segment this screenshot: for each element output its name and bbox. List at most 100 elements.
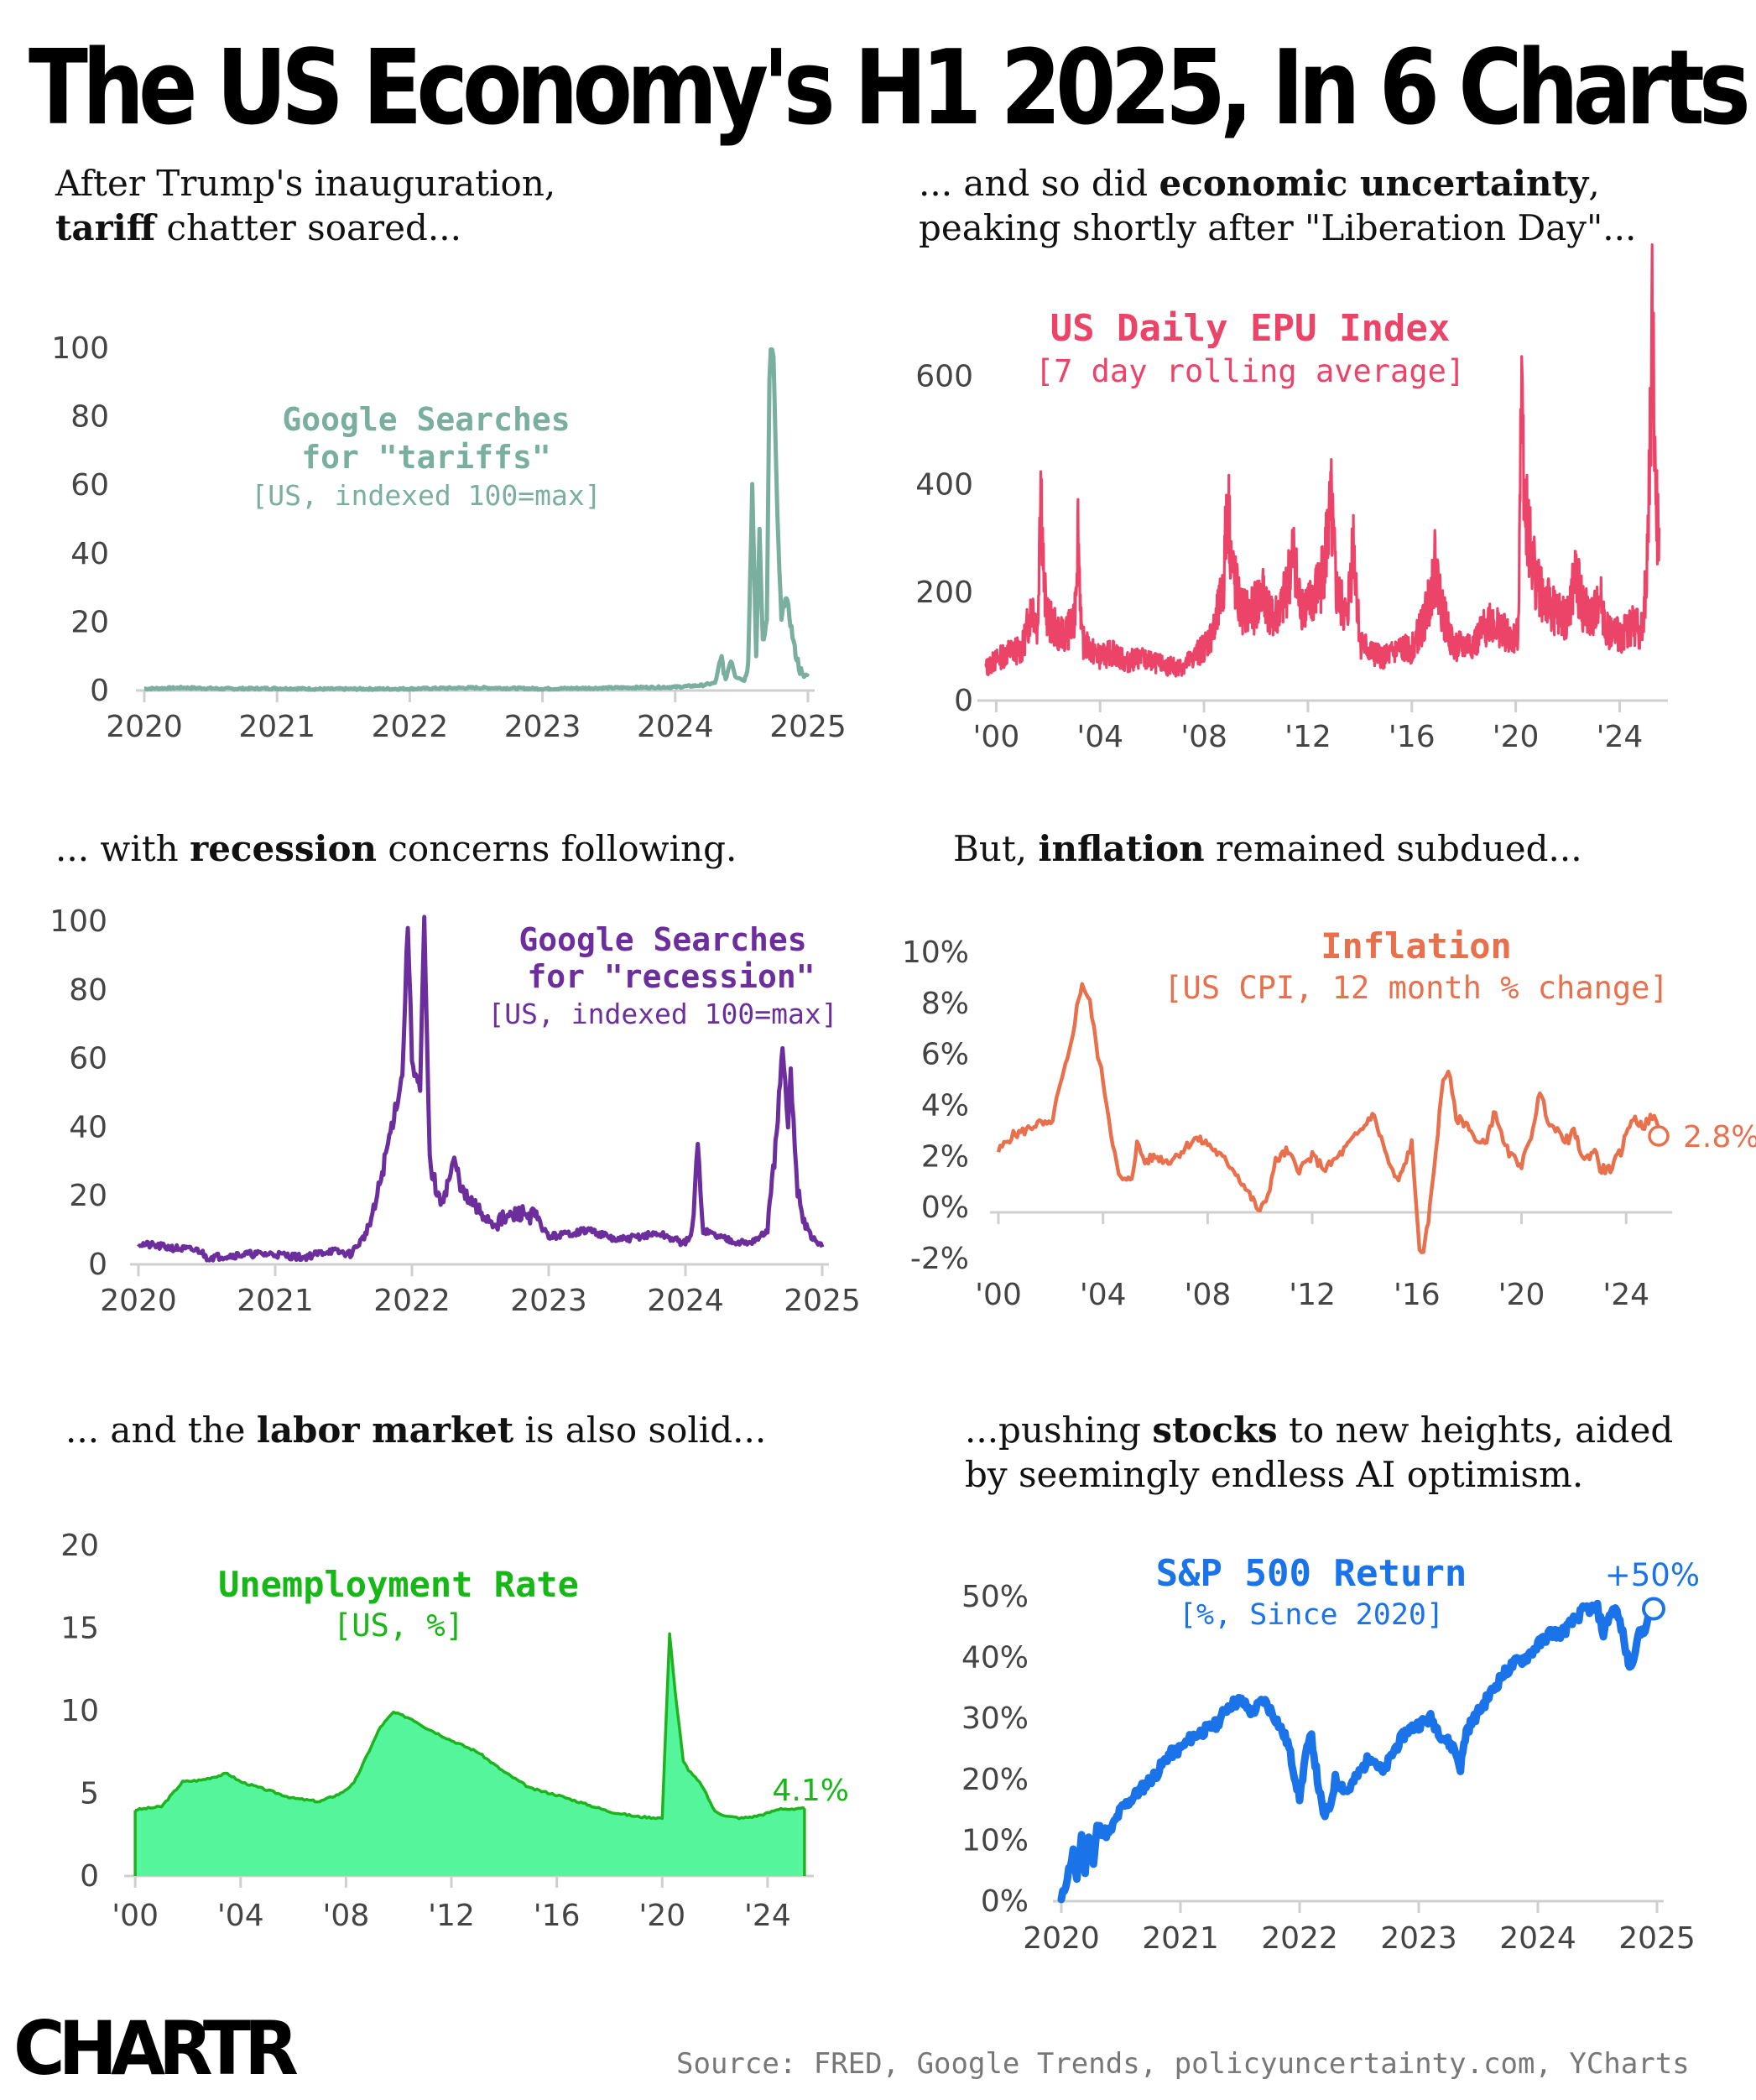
chartr-logo-text: CHARTR xyxy=(13,2005,299,2092)
inflation-y-tick-label: -2% xyxy=(910,1242,969,1276)
recession-y-tick-label: 20 xyxy=(69,1179,107,1213)
tariffs-x-tick-label: 2024 xyxy=(637,710,714,744)
subhead-tariffs: After Trump's inauguration, tariff chatt… xyxy=(55,161,555,250)
unemployment-y-tick-label: 5 xyxy=(80,1777,99,1811)
unemployment-x-tick-label: '24 xyxy=(744,1899,791,1933)
inflation-x-tick-label: '08 xyxy=(1185,1278,1232,1312)
tariffs-series-line xyxy=(143,347,810,692)
recession-series-line xyxy=(137,915,825,1263)
unemployment-chart-subtitle: [US, %] xyxy=(333,1608,464,1644)
recession-y-tick-label: 0 xyxy=(88,1248,107,1282)
tariffs-x-tick-label: 2022 xyxy=(372,710,449,744)
subhead-labor-pre: ... and the xyxy=(65,1410,257,1451)
tariffs-y-tick-label: 80 xyxy=(70,400,109,435)
unemployment-y-tick-label: 15 xyxy=(60,1612,99,1646)
tariffs-y-tick-label: 20 xyxy=(70,605,109,639)
epu-x-tick-label: '12 xyxy=(1284,720,1331,754)
recession-x-tick-label: 2024 xyxy=(647,1284,724,1318)
inflation-x-tick-label: '20 xyxy=(1498,1278,1545,1312)
subhead-epu: ... and so did economic uncertainty, pea… xyxy=(919,161,1636,250)
source-note: Source: FRED, Google Trends, policyuncer… xyxy=(676,2047,1690,2081)
unemployment-x-tick-label: '04 xyxy=(217,1899,264,1933)
subhead-recession: ... with recession concerns following. xyxy=(55,826,737,871)
inflation-y-tick-label: 10% xyxy=(902,935,969,970)
recession-chart-title-line2: for "recession" xyxy=(527,958,815,995)
stocks-x-tick-label: 2022 xyxy=(1261,1921,1338,1956)
recession-y-tick-label: 60 xyxy=(69,1042,107,1076)
unemployment-y-tick-label: 0 xyxy=(80,1859,99,1894)
stocks-y-tick-label: 40% xyxy=(961,1641,1029,1675)
recession-y-tick-label: 80 xyxy=(69,973,107,1008)
inflation-y-tick-label: 0% xyxy=(921,1191,969,1225)
stocks-y-tick-label: 30% xyxy=(961,1701,1029,1736)
subhead-recession-bold: recession xyxy=(190,828,378,869)
unemployment-chart-title: Unemployment Rate xyxy=(218,1564,579,1605)
stocks-x-tick-label: 2021 xyxy=(1142,1921,1219,1956)
unemployment-x-tick-label: '12 xyxy=(428,1899,475,1933)
inflation-chart-subtitle: [US CPI, 12 month % change] xyxy=(1164,970,1668,1006)
stocks-chart-title: S&P 500 Return xyxy=(1156,1552,1467,1595)
epu-y-tick-label: 200 xyxy=(915,576,973,610)
inflation-end-label: 2.8% xyxy=(1683,1120,1756,1154)
recession-x-tick-label: 2022 xyxy=(373,1284,451,1318)
subhead-stocks-pre: ...pushing xyxy=(965,1410,1153,1451)
recession-x-tick-label: 2020 xyxy=(100,1284,177,1318)
recession-y-tick-label: 40 xyxy=(69,1110,107,1144)
recession-y-tick-label: 100 xyxy=(50,904,107,939)
chartr-logo: CHARTR xyxy=(13,2005,299,2092)
stocks-y-tick-label: 0% xyxy=(981,1884,1029,1919)
inflation-y-tick-label: 6% xyxy=(921,1038,969,1072)
page-title: The US Economy's H1 2025, In 6 Charts xyxy=(29,27,1751,149)
subhead-tariffs-line1: After Trump's inauguration, xyxy=(55,163,556,204)
unemployment-end-label: 4.1% xyxy=(773,1774,849,1808)
recession-x-tick-label: 2025 xyxy=(784,1284,861,1318)
subhead-inflation-post: remained subdued... xyxy=(1204,828,1582,869)
subhead-recession-post: concerns following. xyxy=(377,828,737,869)
tariffs-chart-title: Google Searches xyxy=(282,401,570,438)
subhead-inflation-pre: But, xyxy=(953,828,1039,869)
subhead-tariffs-bold: tariff xyxy=(55,207,156,248)
unemployment-x-tick-label: '00 xyxy=(112,1899,159,1933)
stocks-x-tick-label: 2023 xyxy=(1380,1921,1457,1956)
stocks-x-tick-label: 2024 xyxy=(1499,1921,1576,1956)
epu-series-line xyxy=(984,243,1661,678)
stocks-x-tick-label: 2025 xyxy=(1618,1921,1696,1956)
epu-chart-title: US Daily EPU Index xyxy=(1050,307,1451,350)
stocks-y-tick-label: 50% xyxy=(961,1580,1029,1614)
subhead-epu-pre: ... and so did xyxy=(919,163,1159,204)
unemployment-y-tick-label: 20 xyxy=(60,1529,99,1563)
tariffs-x-tick-label: 2020 xyxy=(106,710,183,744)
stocks-y-tick-label: 10% xyxy=(961,1823,1029,1858)
inflation-series-line xyxy=(996,982,1667,1254)
inflation-y-tick-label: 2% xyxy=(921,1139,969,1174)
tariffs-x-tick-label: 2021 xyxy=(238,710,315,744)
epu-x-tick-label: '08 xyxy=(1180,720,1227,754)
stocks-x-tick-label: 2020 xyxy=(1023,1921,1100,1956)
subhead-labor: ... and the labor market is also solid..… xyxy=(65,1408,766,1452)
subhead-labor-post: is also solid... xyxy=(513,1410,767,1451)
subhead-inflation: But, inflation remained subdued... xyxy=(953,826,1582,871)
inflation-x-tick-label: '04 xyxy=(1080,1278,1127,1312)
unemployment-x-tick-label: '16 xyxy=(534,1899,581,1933)
subhead-epu-bold: economic uncertainty xyxy=(1159,163,1589,204)
tariffs-y-tick-label: 0 xyxy=(90,674,109,708)
unemployment-area-fill xyxy=(135,1634,805,1876)
stocks-series-line xyxy=(1057,1599,1661,1904)
tariffs-chart-subtitle: [US, indexed 100=max] xyxy=(251,479,601,512)
subhead-labor-bold: labor market xyxy=(256,1410,514,1451)
inflation-x-tick-label: '24 xyxy=(1602,1278,1649,1312)
unemployment-x-tick-label: '20 xyxy=(638,1899,685,1933)
subhead-stocks-bold: stocks xyxy=(1152,1410,1278,1451)
epu-x-tick-label: '20 xyxy=(1493,720,1540,754)
tariffs-x-tick-label: 2025 xyxy=(769,710,847,744)
subhead-stocks: ...pushing stocks to new heights, aided … xyxy=(965,1408,1673,1497)
tariffs-y-tick-label: 100 xyxy=(51,331,109,366)
stocks-end-label: +50% xyxy=(1605,1557,1700,1593)
inflation-y-tick-label: 8% xyxy=(921,987,969,1021)
epu-x-tick-label: '04 xyxy=(1076,720,1123,754)
